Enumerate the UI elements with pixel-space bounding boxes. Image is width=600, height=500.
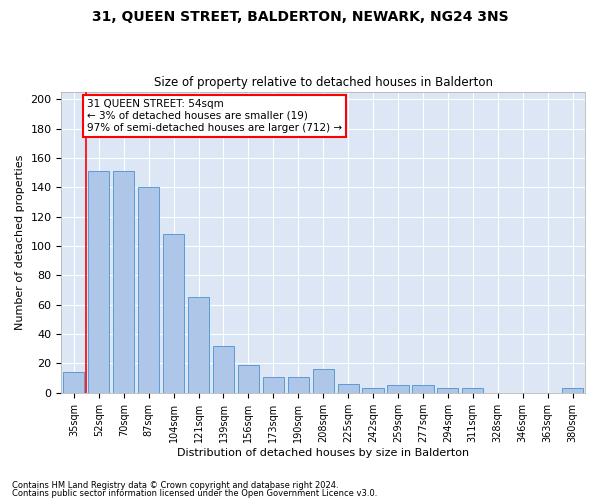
- Text: Contains HM Land Registry data © Crown copyright and database right 2024.: Contains HM Land Registry data © Crown c…: [12, 481, 338, 490]
- Bar: [287, 376, 309, 392]
- X-axis label: Distribution of detached houses by size in Balderton: Distribution of detached houses by size …: [177, 448, 469, 458]
- Bar: [412, 386, 434, 392]
- Y-axis label: Number of detached properties: Number of detached properties: [15, 154, 25, 330]
- Bar: [437, 388, 458, 392]
- Bar: [562, 388, 583, 392]
- Bar: [113, 172, 134, 392]
- Bar: [263, 376, 284, 392]
- Text: Contains public sector information licensed under the Open Government Licence v3: Contains public sector information licen…: [12, 490, 377, 498]
- Bar: [88, 172, 109, 392]
- Bar: [163, 234, 184, 392]
- Bar: [462, 388, 484, 392]
- Text: 31 QUEEN STREET: 54sqm
← 3% of detached houses are smaller (19)
97% of semi-deta: 31 QUEEN STREET: 54sqm ← 3% of detached …: [87, 100, 342, 132]
- Title: Size of property relative to detached houses in Balderton: Size of property relative to detached ho…: [154, 76, 493, 90]
- Bar: [338, 384, 359, 392]
- Bar: [313, 370, 334, 392]
- Bar: [138, 188, 159, 392]
- Bar: [213, 346, 234, 393]
- Text: 31, QUEEN STREET, BALDERTON, NEWARK, NG24 3NS: 31, QUEEN STREET, BALDERTON, NEWARK, NG2…: [92, 10, 508, 24]
- Bar: [388, 386, 409, 392]
- Bar: [362, 388, 383, 392]
- Bar: [63, 372, 85, 392]
- Bar: [238, 365, 259, 392]
- Bar: [188, 298, 209, 392]
